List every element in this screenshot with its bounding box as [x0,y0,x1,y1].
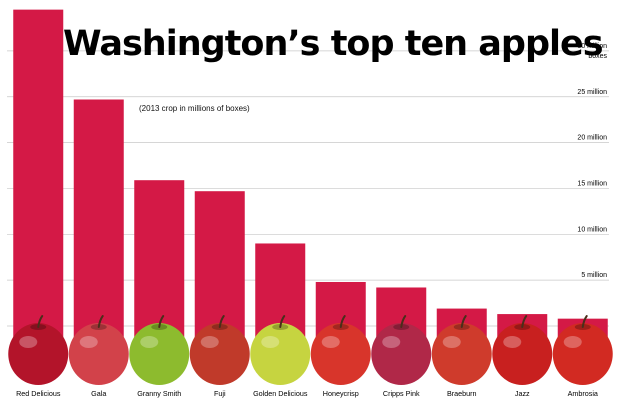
y-tick-unit-label: boxes [588,53,607,60]
apple-icon [310,323,371,385]
category-label: Red Delicious [16,389,61,398]
bar [134,180,185,340]
y-tick-label: 5 million [581,272,607,279]
y-tick-label: 30 million [577,43,607,50]
apple-highlight [382,336,401,348]
apple-highlight [261,336,280,348]
apple-icon [250,323,311,385]
apple-highlight [442,336,461,348]
apple-stem [218,315,225,328]
apple-highlight [200,336,219,348]
apple-icon [129,323,190,385]
bar [13,9,64,340]
chart-title: Washington’s top ten apples [63,24,604,64]
apple-highlight [140,336,159,348]
apple-stem [97,315,104,328]
apple-highlight [79,336,98,348]
apple-icon [189,323,250,385]
category-label: Ambrosia [568,389,598,398]
apple-stem [37,315,44,328]
y-tick-label: 15 million [577,180,607,187]
category-label: Granny Smith [137,389,181,398]
category-label: Fuji [214,389,226,398]
y-tick-label: 25 million [577,89,607,96]
category-label: Jazz [515,389,530,398]
apple-highlight [503,336,522,348]
bar [194,191,245,340]
apple-stem [521,315,528,328]
apple-highlight [321,336,340,348]
y-tick-label: 20 million [577,135,607,142]
y-tick-label: 10 million [577,226,607,233]
apple-icon [371,323,432,385]
apple-icon [431,323,492,385]
apple-icon [68,323,129,385]
category-label: Cripps Pink [383,389,420,398]
apple-stem [279,315,286,328]
apple-stem [400,315,407,328]
bar [73,99,124,340]
apple-icon [492,323,553,385]
apple-stem [581,315,588,328]
apple-stem [158,315,165,328]
category-label: Golden Delicious [253,389,308,398]
apple-icon [8,323,69,385]
apple-stem [460,315,467,328]
category-label: Gala [91,389,106,398]
chart-subtitle: (2013 crop in millions of boxes) [139,104,250,113]
category-label: Braeburn [447,389,477,398]
apple-highlight [19,336,38,348]
apple-highlight [563,336,582,348]
apple-icon [552,323,613,385]
category-label: Honeycrisp [323,389,359,398]
apple-stem [339,315,346,328]
